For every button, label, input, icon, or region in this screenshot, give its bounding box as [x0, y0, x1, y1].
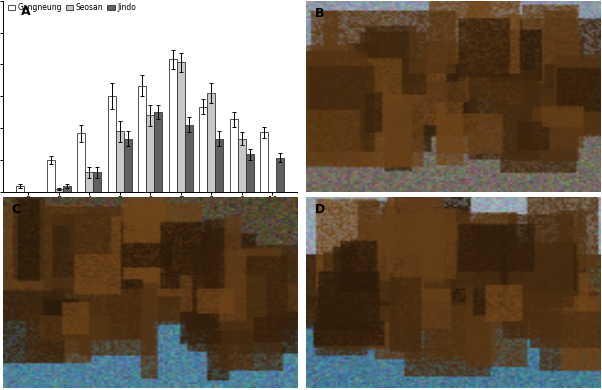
Bar: [246, 154, 253, 191]
Bar: [138, 85, 146, 191]
Legend: Gangneung, Seosan, Jindo: Gangneung, Seosan, Jindo: [7, 3, 137, 13]
Bar: [124, 138, 132, 191]
Bar: [185, 125, 193, 191]
Bar: [238, 138, 246, 191]
Bar: [146, 115, 154, 191]
Text: A: A: [20, 5, 30, 18]
Bar: [260, 132, 268, 191]
Bar: [169, 59, 177, 191]
Text: D: D: [315, 203, 326, 216]
X-axis label: Month: Month: [136, 211, 164, 220]
Bar: [116, 131, 124, 191]
Bar: [215, 138, 223, 191]
Bar: [199, 107, 207, 191]
Bar: [230, 119, 238, 191]
Text: B: B: [315, 7, 324, 20]
Bar: [16, 186, 24, 191]
Bar: [154, 112, 162, 191]
Bar: [55, 190, 63, 191]
Bar: [47, 160, 55, 191]
Bar: [63, 186, 70, 191]
Bar: [93, 172, 101, 191]
Bar: [78, 133, 85, 191]
Bar: [177, 62, 185, 191]
Text: C: C: [12, 203, 21, 216]
Bar: [276, 158, 284, 191]
Bar: [207, 93, 215, 191]
Bar: [85, 172, 93, 191]
Bar: [108, 96, 116, 191]
